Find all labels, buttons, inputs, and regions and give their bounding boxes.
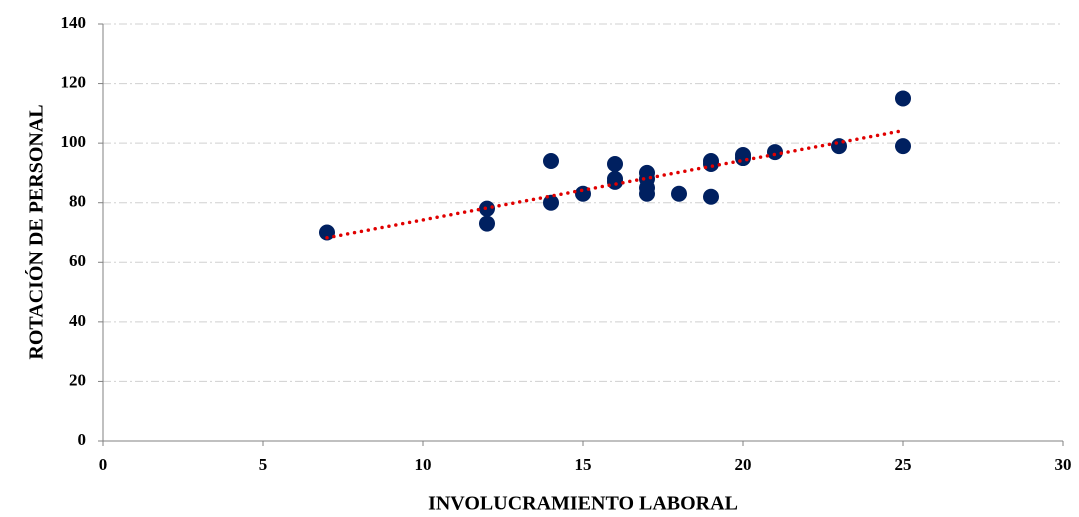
point (735, 150, 751, 167)
x-tick-label: 10 (415, 455, 432, 474)
point (319, 224, 335, 241)
trendline (325, 128, 905, 240)
y-tick-label: 20 (69, 370, 86, 389)
x-tick-label: 5 (259, 455, 268, 474)
x-tick-label: 20 (735, 455, 752, 474)
point (703, 188, 719, 205)
point (767, 144, 783, 161)
y-tick-label: 40 (69, 311, 86, 330)
point (543, 153, 559, 170)
x-tick-label: 30 (1055, 455, 1072, 474)
x-tick-label: 0 (99, 455, 108, 474)
point (479, 215, 495, 232)
point (639, 185, 655, 202)
point (831, 138, 847, 155)
point (671, 185, 687, 202)
x-tick-label: 15 (575, 455, 592, 474)
y-tick-label: 100 (61, 132, 87, 151)
point (543, 194, 559, 211)
y-tick-label: 0 (78, 430, 87, 449)
x-tick-label: 25 (895, 455, 912, 474)
point (607, 173, 623, 190)
y-tick-label: 60 (69, 251, 86, 270)
point (607, 155, 623, 172)
point (479, 200, 495, 217)
point (895, 90, 911, 107)
y-axis-title: ROTACIÓN DE PERSONAL (24, 104, 48, 359)
y-tick-label: 140 (61, 13, 87, 32)
y-tick-label: 120 (61, 72, 87, 91)
y-tick-label: 80 (69, 192, 86, 211)
point (895, 138, 911, 155)
point (703, 155, 719, 172)
x-axis-title: INVOLUCRAMIENTO LABORAL (428, 493, 738, 515)
